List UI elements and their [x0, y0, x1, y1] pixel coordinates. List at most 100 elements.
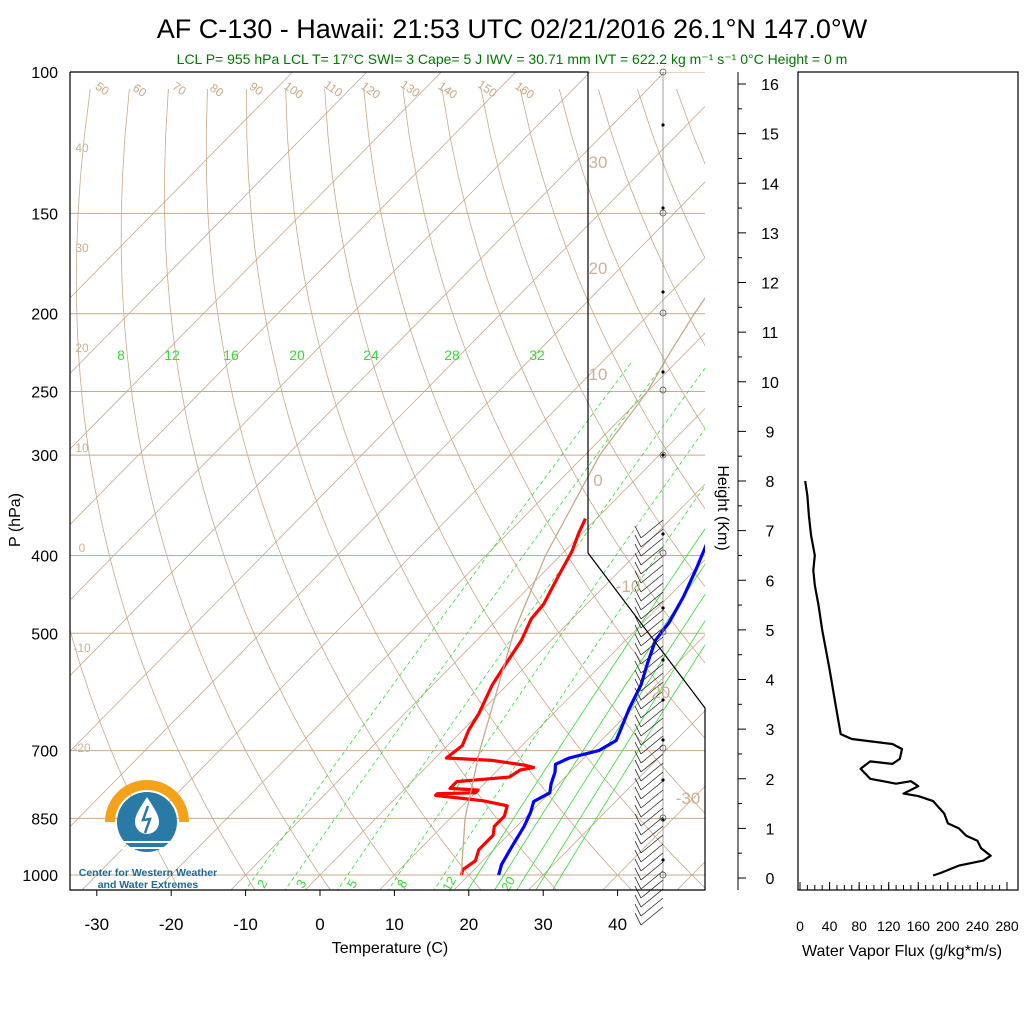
calm-wind-circle — [659, 814, 667, 822]
height-tick-label: 3 — [766, 722, 775, 739]
height-axis-label: Height (Km) — [714, 465, 731, 550]
wind-barb — [640, 726, 664, 746]
wind-barb — [640, 825, 664, 845]
calm-wind-circle — [659, 209, 667, 217]
wind-barb-flag — [634, 732, 642, 746]
isotherm-line — [379, 559, 705, 890]
isotherm-label: 30 — [589, 153, 608, 172]
wind-barb — [640, 636, 664, 656]
isotherm-label: 40 — [75, 141, 89, 155]
barb-level-dot — [661, 778, 665, 782]
height-tick-label: 9 — [766, 424, 775, 441]
wind-barb-flag — [634, 777, 642, 791]
wind-barb-flag — [634, 624, 642, 638]
wind-barb — [640, 861, 664, 881]
dry-adiabat-line — [480, 88, 705, 588]
height-tick-label: 15 — [761, 127, 779, 144]
wind-barb — [640, 528, 664, 548]
mixing-ratio-lines — [245, 362, 705, 890]
isotherm-label: 0 — [79, 541, 86, 555]
mixing-ratio-line — [433, 484, 705, 890]
flux-tick-label: 0 — [796, 918, 804, 934]
flux-tick-label: 280 — [995, 918, 1019, 934]
isotherm-label: 20 — [589, 259, 608, 278]
isotherm-label: 30 — [75, 241, 89, 255]
isotherm-label: -30 — [676, 789, 701, 808]
pressure-tick-label: 300 — [31, 448, 58, 465]
logo-ring — [105, 780, 189, 823]
wind-barb — [640, 834, 664, 854]
wind-barb-flag — [634, 894, 642, 908]
pressure-tick-label: 400 — [31, 548, 58, 565]
wind-barb — [640, 555, 664, 575]
temperature-tick-label: -30 — [85, 915, 110, 934]
flux-axis: 0 40 80 120 160 200 240 280 — [796, 882, 1019, 934]
logo-text-line2: and Water Extremes — [98, 879, 199, 891]
height-tick-label: 6 — [766, 573, 775, 590]
wind-barb-flag — [634, 723, 642, 737]
wind-barb — [640, 681, 664, 701]
barb-level-dot — [661, 370, 665, 374]
pressure-tick-label: 150 — [31, 206, 58, 223]
cw3e-logo: Center for Western Weather and Water Ext… — [79, 780, 217, 891]
wind-barb — [640, 663, 664, 683]
wind-barb — [640, 618, 664, 638]
temperature-tick-label: 40 — [608, 915, 627, 934]
dry-adiabat-line — [794, 89, 1024, 892]
temperature-tick-label: 0 — [315, 915, 324, 934]
y-axis-label: P (hPa) — [7, 493, 24, 547]
wind-barb — [640, 546, 664, 566]
dry-adiabat-label: 100 — [281, 79, 306, 102]
wind-barb-flag — [634, 912, 642, 926]
wind-barb — [640, 609, 664, 629]
calm-wind-circle — [659, 451, 667, 459]
pressure-tick-label: 250 — [31, 385, 58, 402]
mixing-ratio-line — [337, 367, 705, 890]
temperature-tick-label: -20 — [159, 915, 184, 934]
isotherm-label: 20 — [75, 341, 89, 355]
dry-adiabat-line — [324, 88, 705, 889]
wind-barb — [640, 897, 664, 917]
isotherm-line — [70, 105, 705, 752]
wind-barb-flag — [634, 786, 642, 800]
barb-level-dot — [661, 698, 665, 702]
dry-adiabat-lines — [70, 88, 1024, 892]
wind-barb — [640, 708, 664, 728]
wind-barb-flag — [634, 804, 642, 818]
temperature-tick-label: 30 — [534, 915, 553, 934]
wind-barb-flag — [634, 579, 642, 593]
wind-barb — [640, 645, 664, 665]
wind-barb — [640, 753, 664, 773]
wind-barb-flag — [634, 903, 642, 917]
height-tick-label: 0 — [766, 871, 775, 888]
wind-barb — [640, 879, 664, 899]
dry-adiabat-label: 150 — [475, 77, 500, 100]
wind-barb-flag — [634, 714, 642, 728]
mixing-ratio-line — [516, 593, 705, 890]
wind-barb-flag — [634, 606, 642, 620]
isotherm-label: -20 — [73, 741, 91, 755]
dry-adiabat-label: 120 — [358, 79, 383, 102]
dewpoint-line — [497, 543, 705, 876]
dry-adiabat-line — [637, 88, 705, 259]
wind-barb — [640, 735, 664, 755]
barb-level-dot — [661, 123, 665, 127]
isotherm-label: -10 — [73, 641, 91, 655]
wind-barb — [640, 672, 664, 692]
wind-barbs — [634, 68, 667, 926]
height-tick-label: 12 — [761, 276, 779, 293]
wind-barb — [640, 780, 664, 800]
height-tick-label: 8 — [766, 474, 775, 491]
isotherm-label: -20 — [646, 683, 671, 702]
calm-wind-circle — [659, 68, 667, 76]
mixing-ratio-label: 3 — [293, 877, 310, 891]
isotherm-line — [70, 181, 705, 828]
isobar-lines — [70, 72, 705, 876]
dry-adiabat-label: 80 — [207, 81, 226, 100]
mixing-ratio-line — [284, 362, 666, 890]
height-tick-label: 2 — [766, 772, 775, 789]
logo-drop — [135, 797, 159, 834]
isotherm-line — [70, 72, 517, 526]
mixing-ratio-line — [494, 563, 705, 890]
